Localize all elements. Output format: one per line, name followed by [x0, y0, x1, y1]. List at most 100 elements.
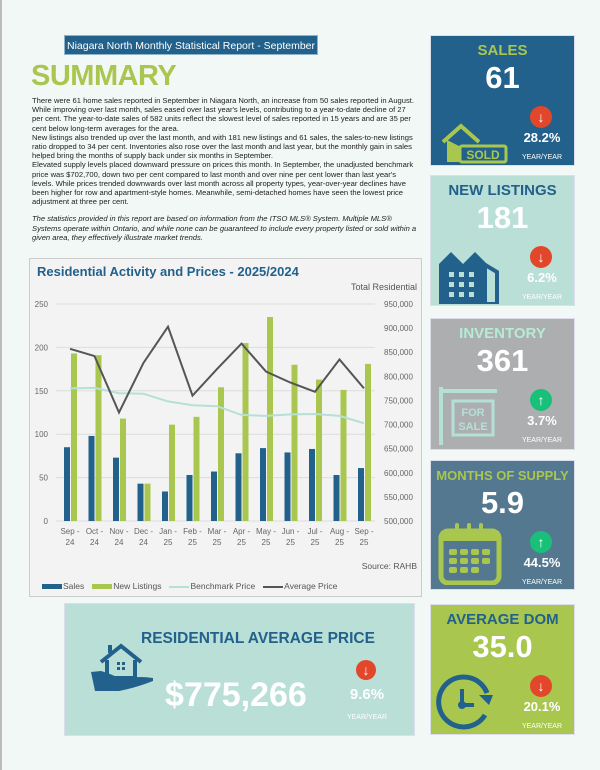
x-tick-label: Jun -	[282, 527, 300, 536]
panel-average-dom: AVERAGE DOM 35.0 ↓ 20.1% YEAR/YEAR	[430, 604, 575, 735]
x-tick-label: 24	[139, 538, 148, 547]
arrow-down-icon: ↓	[530, 106, 552, 128]
chart-plot: 0 50 100 150 200 250 500,000 550,000 600,000 650,…	[35, 300, 414, 547]
y2-tick-label: 800,000	[384, 372, 413, 381]
panel-title: INVENTORY	[459, 325, 546, 342]
panel-pct: 20.1%	[523, 699, 561, 714]
x-tick-label: 25	[335, 538, 344, 547]
panel-pct: 3.7%	[527, 413, 557, 428]
report-banner: Niagara North Monthly Statistical Report…	[64, 35, 318, 55]
legend-sales: Sales	[42, 581, 84, 591]
panel-yy: YEAR/YEAR	[521, 579, 563, 586]
sales-bar	[284, 452, 291, 521]
sales-bar	[88, 435, 95, 521]
x-tick-label: Nov -	[109, 527, 128, 536]
svg-text:SOLD: SOLD	[466, 148, 500, 162]
x-tick-label: Jan -	[159, 527, 177, 536]
x-tick-label: 25	[311, 538, 320, 547]
arrow-up-icon: ↑	[530, 389, 552, 411]
panel-new-listings: NEW LISTINGS 181 ↓ 6.2% YEAR/YEAR	[430, 175, 575, 306]
x-tick-label: May -	[256, 527, 276, 536]
x-tick-label: 24	[66, 538, 75, 547]
x-tick-label: Dec -	[134, 527, 153, 536]
sales-bar	[309, 448, 315, 521]
panel-yy: YEAR/YEAR	[521, 154, 563, 161]
x-tick-label: 25	[164, 538, 173, 547]
x-tick-label: Feb -	[183, 527, 202, 536]
building-icon	[437, 246, 502, 305]
y2-tick-label: 900,000	[384, 324, 413, 333]
sales-bar	[358, 468, 364, 521]
x-tick-label: 24	[115, 538, 124, 547]
arrow-down-icon: ↓	[356, 660, 376, 680]
y2-tick-label: 750,000	[384, 396, 413, 405]
average-price-panel: RESIDENTIAL AVERAGE PRICE $775,266 ↓ 9.6…	[64, 603, 415, 736]
new-listings-bar	[218, 387, 224, 521]
x-tick-label: 25	[188, 538, 197, 547]
benchmark-price-line	[69, 386, 365, 425]
chart-source: Source: RAHB	[361, 561, 417, 571]
svg-text:SALE: SALE	[458, 421, 487, 433]
panel-title: MONTHS OF SUPPLY	[436, 468, 569, 483]
panel-value: 361	[476, 343, 529, 378]
panel-sales: SALES 61 SOLD ↓ 28.2% YEAR/YEAR	[430, 35, 575, 166]
disclaimer: The statistics provided in this report a…	[32, 214, 417, 242]
y2-tick-label: 700,000	[384, 421, 413, 430]
y2-tick-label: 950,000	[384, 300, 413, 309]
x-tick-label: 25	[213, 538, 222, 547]
x-tick-label: 25	[286, 538, 295, 547]
panel-months-of-supply: MONTHS OF SUPPLY 5.9 ↑ 44.5% YEAR/YEAR	[430, 460, 575, 590]
y2-tick-label: 650,000	[384, 445, 413, 454]
panel-pct: 44.5%	[523, 555, 561, 570]
activity-chart: 0 50 100 150 200 250 500,000 550,000 600,000 650,…	[29, 258, 422, 597]
panel-value: 35.0	[472, 629, 533, 664]
panel-yy: YEAR/YEAR	[521, 294, 563, 301]
x-tick-label: Aug -	[330, 527, 349, 536]
chart-subtitle: Total Residential	[350, 282, 417, 292]
panel-title: SALES	[477, 42, 528, 59]
average-price-pct: 9.6%	[349, 686, 385, 703]
arrow-down-icon: ↓	[530, 246, 552, 268]
new-listings-bar	[316, 379, 322, 521]
arrow-up-icon: ↑	[530, 531, 552, 553]
sales-bar	[137, 483, 144, 521]
sales-bar	[186, 474, 193, 521]
y2-tick-label: 850,000	[384, 348, 413, 357]
x-tick-label: Sep -	[60, 527, 79, 536]
average-price-yy: YEAR/YEAR	[346, 714, 388, 721]
arrow-down-icon: ↓	[530, 675, 552, 697]
panel-pct: 28.2%	[523, 130, 561, 145]
summary-paragraph: Elevated supply levels placed downward p…	[32, 160, 414, 207]
x-tick-label: 25	[262, 538, 271, 547]
y-tick-label: 100	[35, 430, 49, 439]
summary-text: There were 61 home sales reported in Sep…	[32, 96, 417, 242]
sales-bar	[162, 491, 168, 521]
new-listings-bar	[193, 416, 200, 521]
panel-title: AVERAGE DOM	[446, 611, 559, 628]
legend-new-listings: New Listings	[92, 581, 161, 591]
y-tick-label: 0	[44, 517, 49, 526]
house-in-hand-icon	[91, 643, 153, 691]
summary-paragraph: There were 61 home sales reported in Sep…	[32, 96, 415, 133]
new-listings-bar	[242, 343, 249, 521]
new-listings-bar	[120, 418, 126, 521]
new-listings-bar	[95, 355, 102, 521]
chart-legend: Sales New Listings Benchmark Price Avera…	[42, 581, 337, 591]
sales-bar	[64, 447, 70, 521]
panel-inventory: INVENTORY 361 FOR SALE ↑ 3.7% YEAR/YEAR	[430, 318, 575, 450]
x-tick-label: Oct -	[86, 527, 104, 536]
chart-title: Residential Activity and Prices - 2025/2…	[37, 264, 299, 279]
new-listings-bar	[71, 353, 77, 521]
panel-value: 5.9	[480, 485, 525, 520]
sales-bar	[235, 453, 242, 521]
x-tick-label: Sep -	[354, 527, 373, 536]
summary-paragraph: New listings also trended up over the la…	[32, 132, 413, 161]
sales-bar	[211, 471, 217, 521]
clock-icon	[435, 671, 497, 734]
panel-value: 181	[476, 200, 529, 235]
panel-yy: YEAR/YEAR	[521, 723, 563, 730]
y2-tick-label: 600,000	[384, 469, 413, 478]
panel-pct: 6.2%	[527, 270, 557, 285]
new-listings-bar	[291, 364, 298, 521]
for-sale-sign-icon: FOR SALE	[435, 385, 500, 449]
